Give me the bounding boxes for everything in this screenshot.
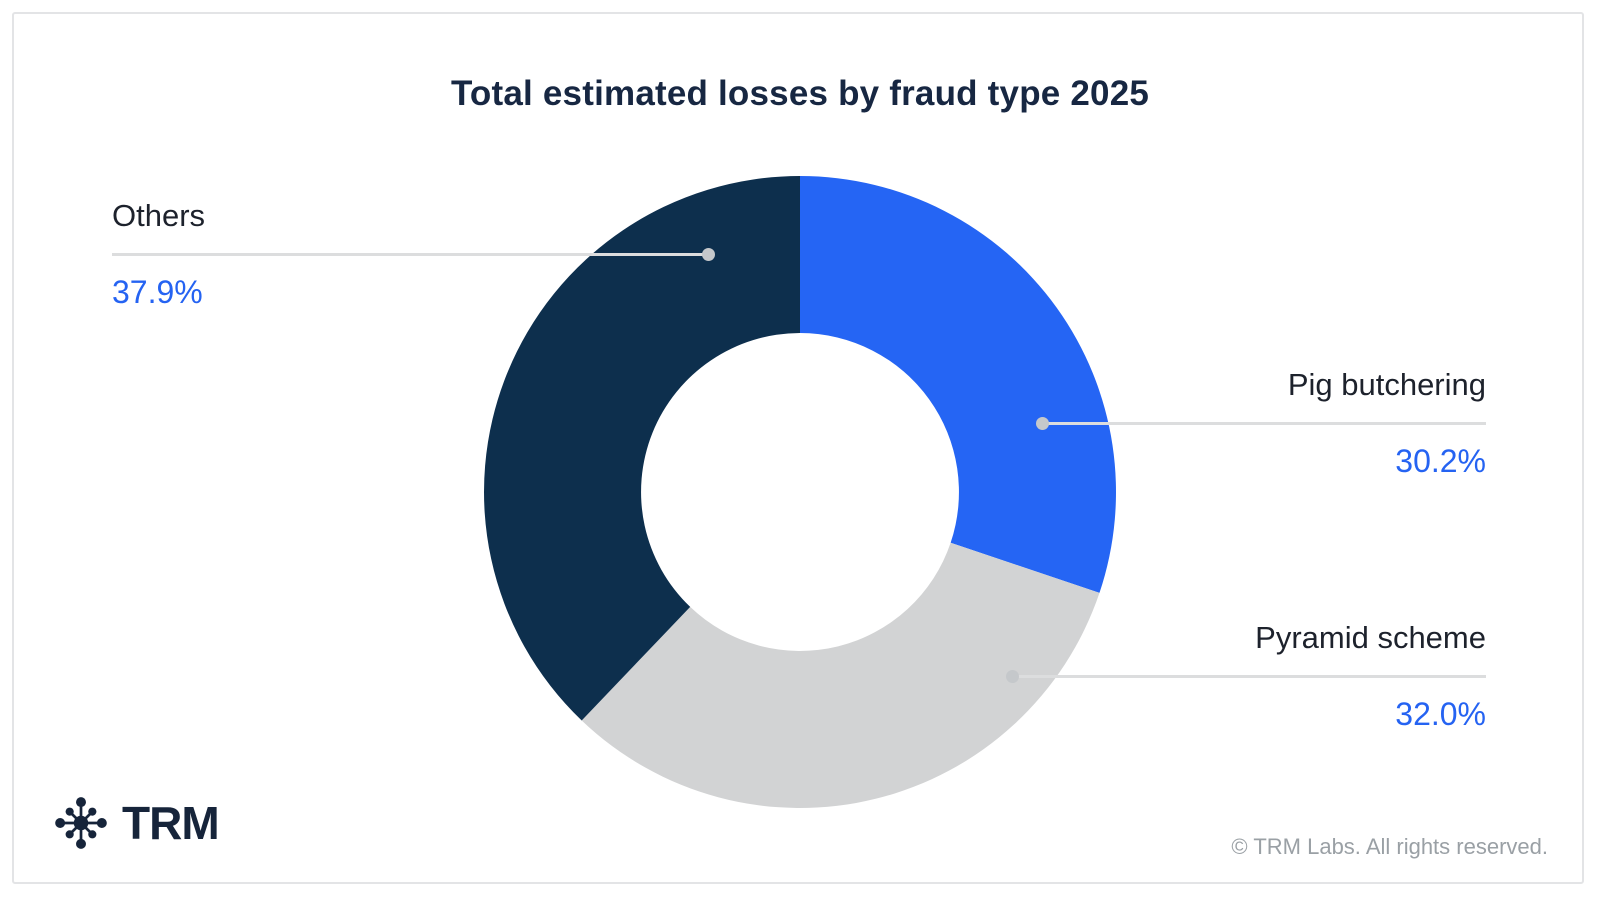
callout-pig-butchering-label: Pig butchering <box>1287 367 1486 402</box>
callout-pyramid-scheme-value: 32.0% <box>1395 696 1486 732</box>
callout-others: Others 37.9% <box>112 198 715 310</box>
callout-others-leader-line <box>112 248 715 261</box>
donut-segment-pyramid-scheme <box>581 542 1100 808</box>
donut-chart <box>484 176 1116 808</box>
callout-pyramid-scheme-leader-line <box>1006 670 1486 683</box>
callout-pyramid-scheme: Pyramid scheme 32.0% <box>1006 620 1486 732</box>
callout-others-anchor-dot <box>702 248 715 261</box>
callout-pyramid-scheme-label: Pyramid scheme <box>1255 620 1486 655</box>
callout-pig-butchering-leader-line <box>1036 417 1486 430</box>
callout-pig-butchering-value: 30.2% <box>1395 443 1486 479</box>
callout-pig-butchering-anchor-dot <box>1036 417 1049 430</box>
copyright-text: © TRM Labs. All rights reserved. <box>1231 834 1548 859</box>
donut-segment-pig-butchering <box>800 176 1116 593</box>
callout-pig-butchering: Pig butchering 30.2% <box>1036 367 1486 479</box>
callout-pyramid-scheme-anchor-dot <box>1006 670 1019 683</box>
brand-lockup: TRM <box>52 792 220 854</box>
callout-others-label: Others <box>112 198 206 233</box>
chart-title: Total estimated losses by fraud type 202… <box>450 74 1150 113</box>
donut-segment-others <box>484 176 800 721</box>
brand-wordmark: TRM <box>122 797 220 849</box>
callout-others-value: 37.9% <box>112 274 203 310</box>
hub-spoke-network-icon <box>55 797 107 849</box>
